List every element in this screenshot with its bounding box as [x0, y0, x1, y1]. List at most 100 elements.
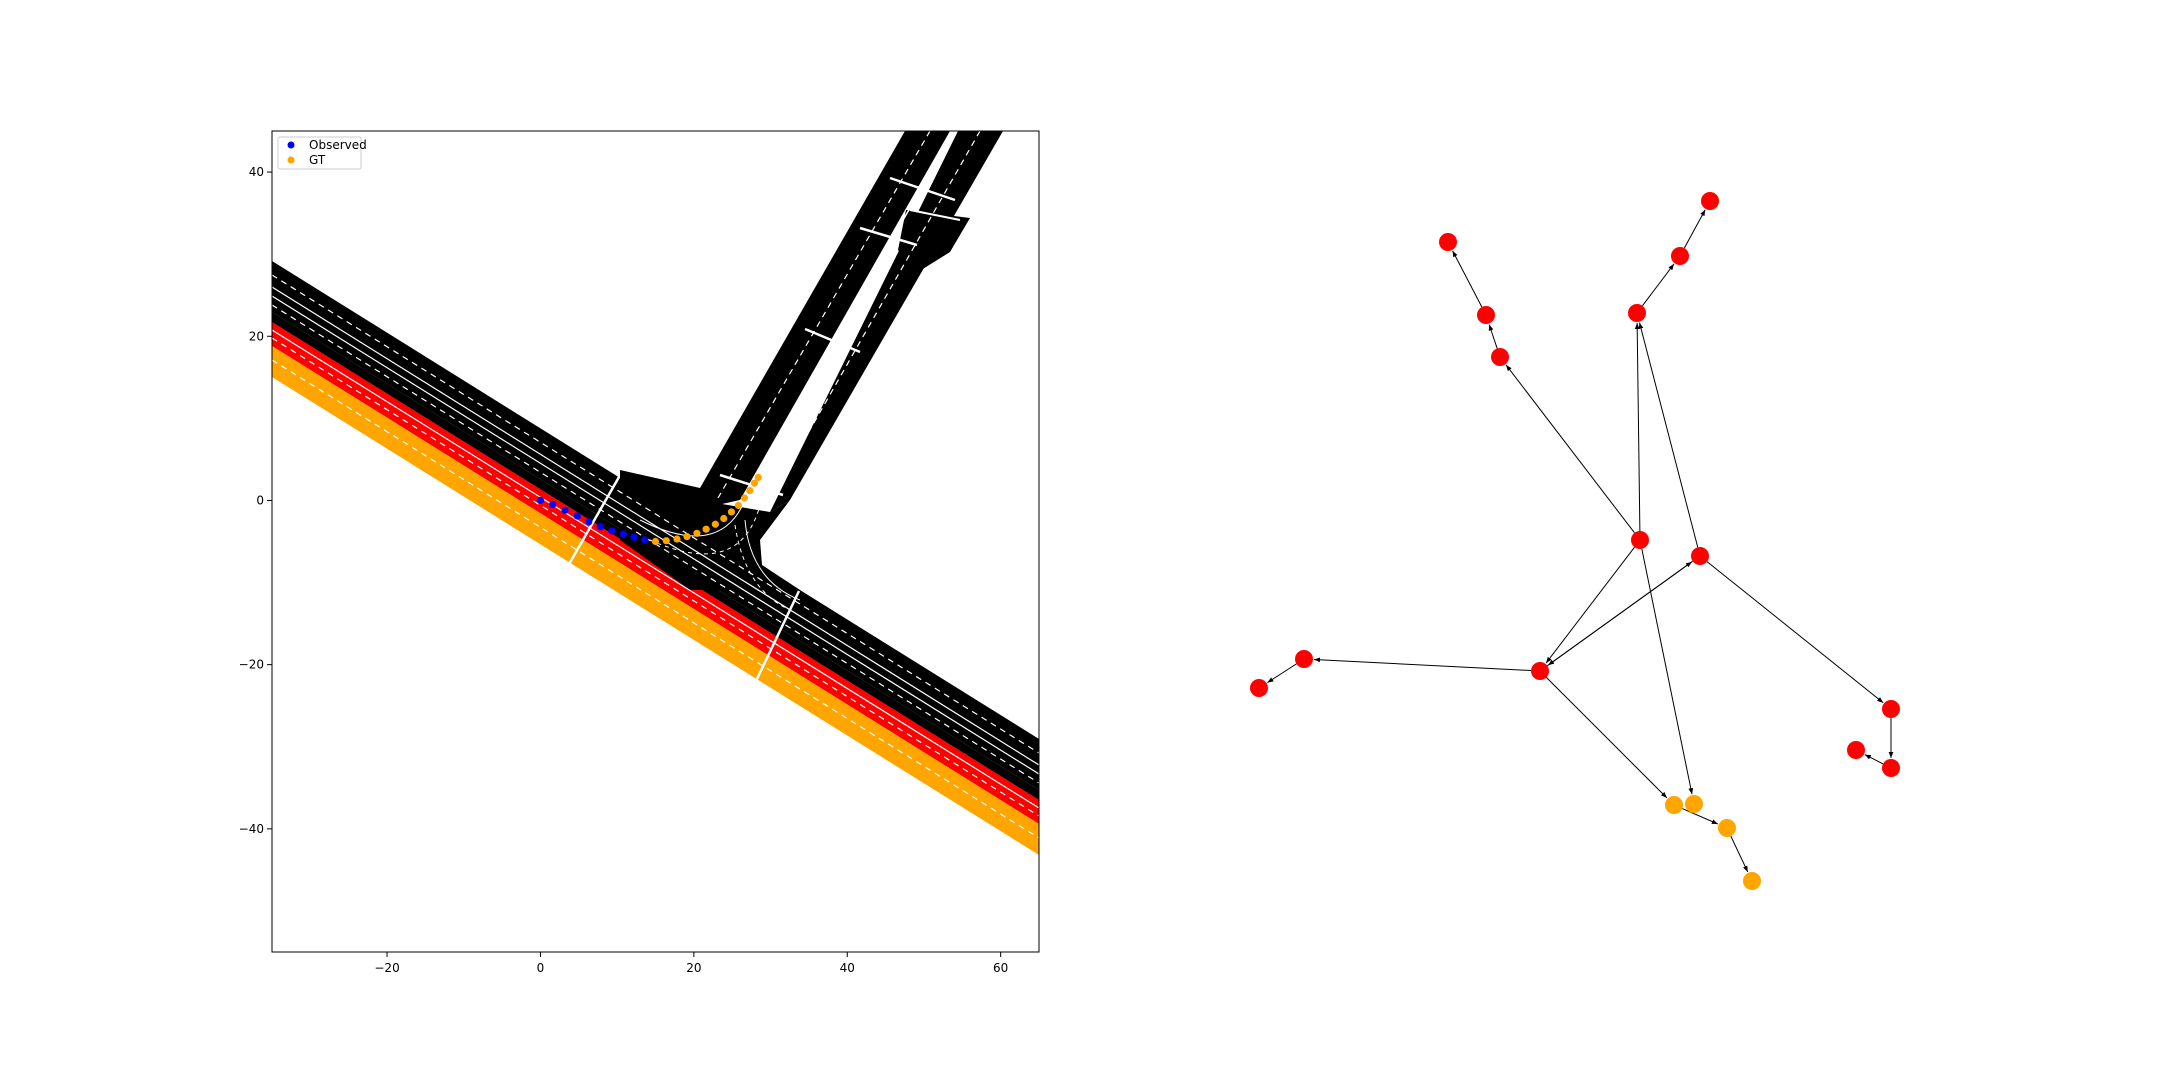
- road-branch-left: [693, 131, 950, 511]
- legend-box: [277, 136, 362, 170]
- graph-node-gt: [1718, 819, 1736, 837]
- graph-node: [1691, 547, 1709, 565]
- lane-marking: [272, 286, 1039, 766]
- graph-node: [1671, 247, 1689, 265]
- connector-curve: [744, 519, 801, 601]
- graph-node-gt: [1685, 795, 1703, 813]
- connector-curve: [734, 524, 791, 611]
- graph-node: [1628, 304, 1646, 322]
- legend-marker-observed: [287, 141, 295, 149]
- graph-node-gt: [1743, 872, 1761, 890]
- gt-point: [734, 501, 742, 509]
- map-layer: [272, 131, 1039, 855]
- observed-point: [536, 496, 545, 505]
- lane-marking: [272, 359, 1039, 839]
- gt-point: [750, 479, 759, 487]
- observed-point: [549, 500, 557, 509]
- connector-curve: [649, 504, 761, 555]
- graph-node: [1882, 700, 1900, 718]
- stop-line: [909, 209, 961, 221]
- lane-marking: [272, 274, 1039, 754]
- gt-point: [662, 537, 670, 545]
- gt-point: [702, 525, 710, 533]
- gt-point: [711, 520, 719, 528]
- graph-nodes: [1250, 192, 1900, 890]
- graph-edge: [1683, 209, 1706, 249]
- graph-node: [1701, 192, 1719, 210]
- graph-node: [1531, 662, 1549, 680]
- graph-node: [1250, 679, 1268, 697]
- graph-edge: [1488, 324, 1498, 349]
- graph-node: [1295, 650, 1313, 668]
- lane-marking: [272, 337, 1039, 817]
- x-tick-label: 60: [993, 961, 1008, 975]
- lane-marking: [272, 329, 1039, 809]
- graph-node: [1847, 741, 1865, 759]
- observed-point: [573, 512, 581, 520]
- graph-node: [1631, 531, 1649, 549]
- graph-edge: [1864, 754, 1884, 765]
- graph-edge: [1547, 560, 1693, 666]
- lane-marking: [743, 131, 955, 499]
- legend-marker-gt: [287, 156, 295, 164]
- gt-point: [720, 514, 728, 523]
- x-tick-label: −20: [374, 961, 399, 975]
- legend-label-gt: GT: [309, 153, 326, 167]
- gt-point: [693, 529, 701, 537]
- stop-line: [859, 226, 918, 247]
- graph-edge: [1452, 250, 1483, 308]
- observed-point: [630, 533, 638, 541]
- graph-node: [1882, 759, 1900, 777]
- observed-point: [596, 523, 604, 531]
- graph-edge: [1682, 808, 1719, 825]
- axis-ticks: −20 0 20 40 60 40 20 0 −20 −40: [239, 165, 1009, 975]
- y-tick-label: 40: [249, 165, 264, 179]
- y-tick-label: −40: [239, 822, 264, 836]
- lane-highlight-future: [272, 346, 1039, 855]
- observed-point: [561, 506, 569, 514]
- gt-point: [740, 494, 749, 502]
- stop-line: [804, 327, 861, 354]
- connector-curve: [639, 499, 746, 537]
- observed-point: [619, 530, 627, 538]
- graph-edge: [1505, 364, 1635, 534]
- x-tick-label: 0: [537, 961, 545, 975]
- axes-frame: [271, 130, 1040, 953]
- x-tick-label: 40: [840, 961, 855, 975]
- gt-point: [673, 535, 681, 543]
- graph-edge: [1641, 548, 1694, 795]
- lane-marking: [272, 295, 1039, 775]
- observed-point: [585, 518, 593, 526]
- lane-marking: [769, 131, 981, 501]
- gt-point: [651, 537, 660, 546]
- stop-line: [889, 176, 956, 202]
- graph-node: [1477, 306, 1495, 324]
- legend-label-observed: Observed: [309, 138, 367, 152]
- graph-edge: [1267, 663, 1297, 684]
- y-tick-label: −20: [239, 658, 264, 672]
- stop-line: [566, 476, 621, 567]
- trajectory-layer: [536, 473, 762, 546]
- legend: Observed GT: [277, 136, 367, 170]
- graph-edge: [1730, 835, 1749, 873]
- gt-point: [727, 508, 736, 516]
- graph-edge: [1546, 677, 1668, 799]
- observed-point: [641, 536, 649, 544]
- stop-line: [754, 590, 801, 682]
- graph-node: [1491, 348, 1509, 366]
- y-tick-label: 20: [249, 329, 264, 343]
- x-tick-label: 20: [686, 961, 701, 975]
- graph-edge: [1313, 657, 1532, 672]
- observed-point: [608, 527, 616, 535]
- gt-point: [754, 473, 762, 482]
- graph-edge: [1638, 322, 1699, 548]
- graph-edge: [1642, 263, 1675, 307]
- gt-point: [746, 486, 754, 495]
- lane-marking: [717, 131, 931, 499]
- graph-node: [1439, 233, 1457, 251]
- graph-edge: [1545, 546, 1635, 664]
- graph-edges: [1267, 209, 1894, 873]
- graph-edge: [1634, 322, 1641, 532]
- lane-highlight-observed: [272, 322, 1039, 824]
